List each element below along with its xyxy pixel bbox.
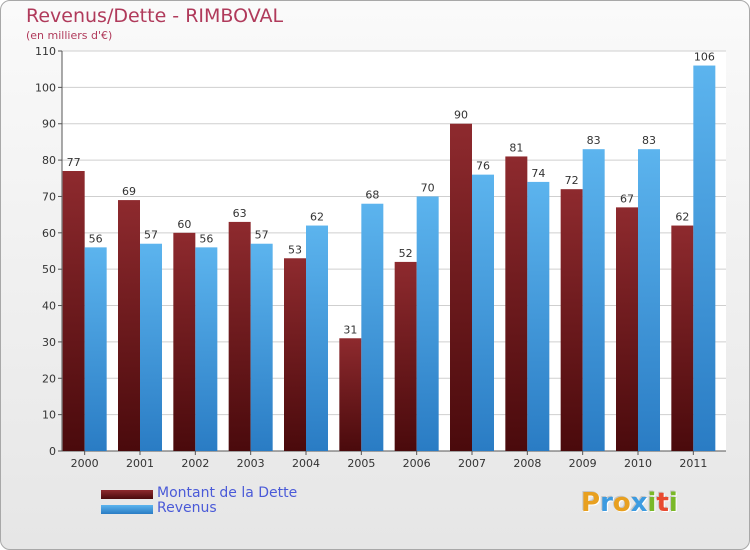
- data-label-revenus: 68: [365, 189, 379, 202]
- bar-dette: [616, 207, 638, 451]
- bar-revenus: [140, 243, 162, 451]
- y-tick-label: 70: [42, 190, 56, 203]
- legend-label-revenus: Revenus: [157, 500, 217, 516]
- bar-dette: [118, 200, 140, 451]
- bar-revenus: [416, 196, 439, 451]
- y-tick-label: 20: [42, 372, 56, 385]
- data-labels: 77 56 69 57 60 56 63 57 53 62 31 68 52 70 90 76 81 74 72 83…: [67, 51, 715, 337]
- x-tick-label: 2002: [181, 457, 209, 470]
- logo-letter: t: [656, 488, 669, 518]
- bar-dette: [173, 232, 196, 451]
- logo-letter: o: [612, 488, 631, 518]
- data-label-dette: 90: [454, 109, 468, 122]
- bar-revenus: [527, 181, 550, 451]
- plot-area: [62, 51, 726, 451]
- bar-dette: [560, 189, 583, 451]
- bar-dette: [62, 171, 85, 451]
- bar-dette: [394, 261, 417, 451]
- y-tick-label: 40: [42, 300, 56, 313]
- data-label-dette: 67: [620, 192, 634, 205]
- data-label-revenus: 83: [642, 134, 656, 147]
- x-tick-label: 2010: [624, 457, 652, 470]
- chart-subtitle: (en milliers d'€): [26, 29, 113, 42]
- y-tick-label: 0: [49, 445, 56, 458]
- bar-revenus: [306, 225, 328, 451]
- logo-letter: x: [630, 488, 648, 518]
- data-label-revenus: 56: [199, 232, 213, 245]
- bar-revenus: [693, 65, 716, 451]
- bar-dette: [505, 156, 528, 452]
- bar-revenus: [250, 243, 273, 451]
- y-tick-label: 90: [42, 118, 56, 131]
- data-label-dette: 69: [122, 185, 136, 198]
- x-tick-label: 2005: [347, 457, 375, 470]
- data-label-dette: 31: [343, 323, 357, 336]
- bar-revenus: [638, 149, 660, 451]
- data-label-dette: 72: [565, 174, 579, 187]
- logo-letter: i: [647, 488, 657, 518]
- x-tick-label: 2008: [513, 457, 541, 470]
- y-tick-label: 80: [42, 154, 56, 167]
- bar-dette: [450, 123, 472, 452]
- logo-letter: P: [581, 488, 601, 518]
- y-tick-label: 110: [35, 45, 56, 58]
- logo-letter: r: [600, 488, 613, 518]
- data-label-revenus: 70: [421, 181, 435, 194]
- bar-dette: [228, 221, 251, 451]
- bars: [62, 65, 716, 452]
- bar-dette: [284, 258, 306, 451]
- chart-title: Revenus/Dette - RIMBOVAL: [26, 5, 284, 27]
- y-tick-label: 50: [42, 263, 56, 276]
- bar-revenus: [472, 174, 494, 452]
- bar-revenus: [361, 203, 384, 451]
- data-label-revenus: 57: [255, 229, 269, 242]
- proxiti-logo: Proxiti: [581, 488, 678, 518]
- legend-swatch-dette: [101, 490, 153, 499]
- data-label-dette: 62: [675, 211, 689, 224]
- x-tick-label: 2000: [71, 457, 99, 470]
- data-label-dette: 53: [288, 243, 302, 256]
- x-tick-label: 2009: [569, 457, 597, 470]
- axes: 0 10 20 30 40 50 60 70 80 90 100 110 2000 2001 2002 200…: [35, 45, 707, 470]
- bar-dette: [339, 338, 362, 451]
- x-tick-label: 2001: [126, 457, 154, 470]
- data-label-dette: 81: [509, 141, 523, 154]
- data-label-dette: 63: [233, 207, 247, 220]
- y-tick-label: 30: [42, 336, 56, 349]
- y-tick-label: 60: [42, 227, 56, 240]
- bar-revenus: [195, 247, 218, 451]
- legend-swatch-revenus: [101, 505, 153, 514]
- x-tick-label: 2003: [237, 457, 265, 470]
- logo-letter: i: [668, 488, 678, 518]
- data-label-revenus: 76: [476, 160, 490, 173]
- data-label-dette: 77: [67, 156, 81, 169]
- data-label-revenus: 56: [89, 232, 103, 245]
- x-tick-label: 2004: [292, 457, 320, 470]
- bar-revenus: [582, 149, 605, 451]
- grid-lines: [62, 50, 726, 452]
- y-tick-label: 100: [35, 81, 56, 94]
- data-label-revenus: 74: [531, 167, 545, 180]
- data-label-revenus: 57: [144, 229, 158, 242]
- bar-revenus: [84, 247, 107, 451]
- x-tick-label: 2006: [403, 457, 431, 470]
- data-label-revenus: 62: [310, 211, 324, 224]
- bar-dette: [671, 225, 694, 451]
- y-tick-label: 10: [42, 409, 56, 422]
- data-label-revenus: 106: [694, 51, 715, 64]
- x-tick-label: 2007: [458, 457, 486, 470]
- data-label-dette: 52: [399, 247, 413, 260]
- data-label-dette: 60: [177, 218, 191, 231]
- legend-label-dette: Montant de la Dette: [157, 485, 298, 501]
- x-tick-label: 2011: [679, 457, 707, 470]
- data-label-revenus: 83: [587, 134, 601, 147]
